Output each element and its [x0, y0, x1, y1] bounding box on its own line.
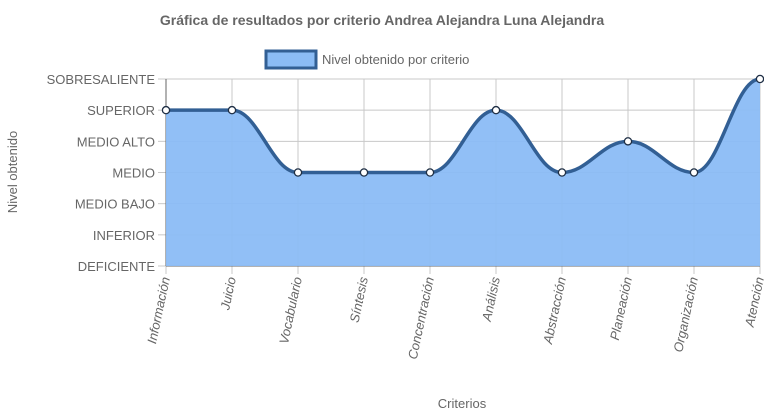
y-tick-label: SUPERIOR [87, 103, 155, 118]
x-axis-label: Criterios [438, 396, 487, 411]
x-tick-label: Análisis [479, 275, 503, 323]
data-point-Vocabulario[interactable] [293, 168, 303, 177]
data-point-Síntesis[interactable] [359, 168, 369, 177]
x-tick-label: Juicio [217, 276, 239, 313]
legend[interactable]: Nivel obtenido por criterio [264, 49, 469, 70]
y-tick-label: INFERIOR [93, 228, 155, 243]
data-points [161, 74, 764, 177]
x-tick-label: Atención [742, 276, 764, 330]
y-axis-label: Nivel obtenido [5, 131, 20, 213]
x-tick-label: Información [144, 276, 173, 346]
x-tick-label: Síntesis [347, 275, 371, 324]
x-tick-label: Organización [670, 276, 701, 354]
data-point-Abstracción[interactable] [557, 168, 567, 177]
data-point-Organización[interactable] [689, 168, 699, 177]
series-line [166, 77, 761, 175]
y-tick-label: DEFICIENTE [78, 259, 156, 274]
x-tick-label: Abstracción [540, 276, 569, 347]
y-tick-label: MEDIO [112, 166, 155, 181]
y-ticks: DEFICIENTE INFERIOR MEDIO BAJO MEDIO MEDIO A… [47, 72, 156, 274]
x-ticks: Información Juicio Vocabulario Síntesis Conc… [144, 275, 764, 361]
data-point-Juicio[interactable] [227, 105, 237, 115]
data-point-Análisis[interactable] [491, 105, 501, 115]
x-tick-label: Concentración [405, 276, 437, 361]
y-tick-label: MEDIO ALTO [77, 134, 155, 149]
y-tick-label: SOBRESALIENTE [47, 72, 156, 87]
x-tick-label: Vocabulario [276, 276, 305, 346]
chart-title: Gráfica de resultados por criterio Andre… [160, 12, 604, 28]
y-tick-label: MEDIO BAJO [75, 197, 155, 212]
x-tick-label: Planeación [607, 276, 635, 342]
data-point-Atención[interactable] [755, 74, 764, 84]
area-series [166, 77, 761, 266]
legend-swatch [264, 49, 318, 70]
data-point-Planeación[interactable] [623, 137, 633, 146]
data-point-Concentración[interactable] [425, 168, 435, 177]
legend-label: Nivel obtenido por criterio [322, 52, 469, 67]
data-point-Información[interactable] [161, 105, 171, 115]
area-fill [166, 79, 760, 266]
